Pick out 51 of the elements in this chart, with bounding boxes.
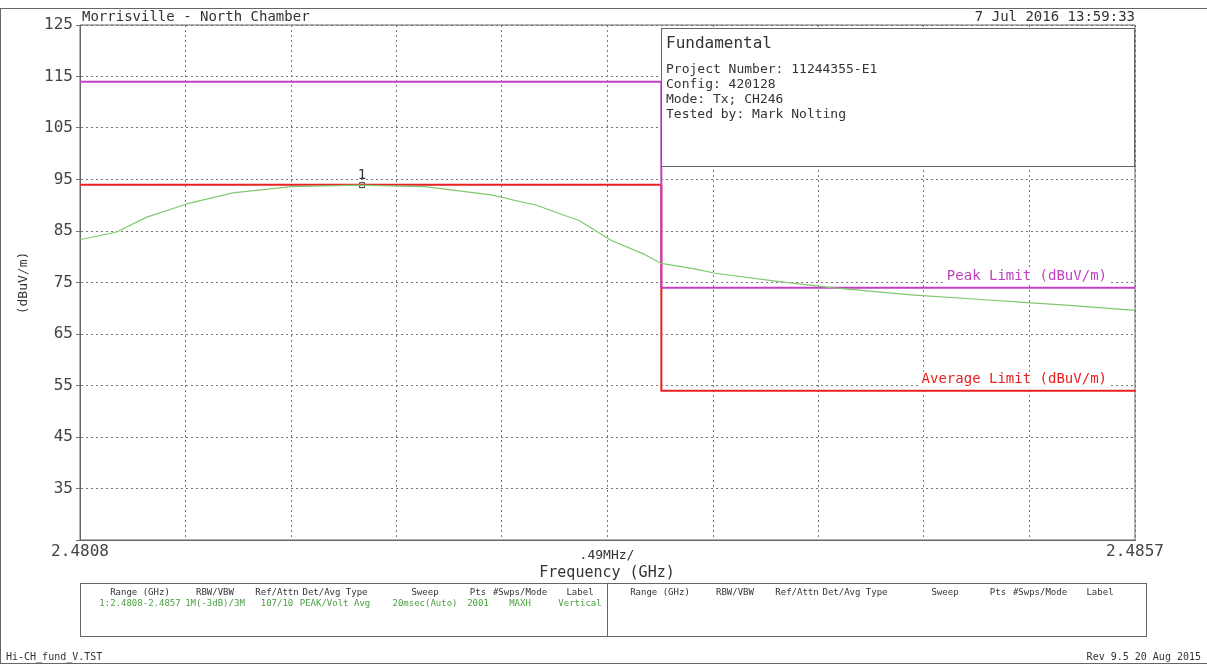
text: Vertical xyxy=(558,598,602,608)
annotation: 1 xyxy=(357,165,367,182)
text: PEAK/Volt Avg xyxy=(299,598,371,608)
annotation: Fundamental xyxy=(666,33,772,52)
text: Sweep xyxy=(411,587,439,597)
y-tick-label: 105 xyxy=(44,117,73,137)
y-tick-label: 45 xyxy=(53,426,73,446)
text: Label xyxy=(566,587,594,597)
text: 1M(-3dB)/3M xyxy=(185,598,245,608)
text: Det/Avg Type xyxy=(302,587,368,597)
series-label: Average Limit (dBuV/m) xyxy=(921,370,1107,387)
text: Pts xyxy=(989,587,1007,597)
text: RBW/VBW xyxy=(196,587,234,597)
text: RBW/VBW xyxy=(716,587,754,597)
x-tick-label: 2.4808 xyxy=(51,540,109,560)
y-tick-label: 55 xyxy=(53,374,73,394)
text: 107/10 xyxy=(260,598,294,608)
text: 1:2.4808-2.4857 xyxy=(99,598,181,608)
text: Rev 9.5 20 Aug 2015 xyxy=(1086,651,1201,662)
annotation: Config: 420128 xyxy=(666,76,776,91)
chart-title: Morrisville - North Chamber xyxy=(82,8,310,24)
text: #Swps/Mode xyxy=(492,587,548,597)
text: Label xyxy=(1086,587,1114,597)
y-tick-label: 125 xyxy=(44,14,73,34)
text: MAXH xyxy=(509,598,531,608)
annotation: Mode: Tx; CH246 xyxy=(666,91,784,106)
text: #Swps/Mode xyxy=(1012,587,1068,597)
text: Range (GHz) xyxy=(630,587,690,597)
y-tick-label: 75 xyxy=(53,271,73,291)
text: Range (GHz) xyxy=(110,587,170,597)
text: 2001 xyxy=(467,598,489,608)
text: .49MHz/ xyxy=(579,547,635,562)
y-tick-label: 95 xyxy=(53,168,73,188)
y-tick-label: 35 xyxy=(53,477,73,497)
y-tick-label: 115 xyxy=(44,65,73,85)
chart-subtitle: 7 Jul 2016 13:59:33 xyxy=(974,8,1135,24)
text: Hi-CH_fund_V.TST xyxy=(6,651,103,662)
text: Det/Avg Type xyxy=(822,587,888,597)
annotation: Tested by: Mark Nolting xyxy=(666,106,847,121)
y-axis-title: (dBuV/m) xyxy=(14,251,30,315)
y-tick-label: 85 xyxy=(53,220,73,240)
x-axis-title: Frequency (GHz) xyxy=(539,563,675,581)
text: Ref/Attn xyxy=(255,587,299,597)
annotation: Project Number: 11244355-E1 xyxy=(666,61,878,76)
y-tick-label: 65 xyxy=(53,323,73,343)
text: Ref/Attn xyxy=(775,587,819,597)
x-tick-label: 2.4857 xyxy=(1106,540,1164,560)
text: Sweep xyxy=(931,587,959,597)
text: Pts xyxy=(469,587,487,597)
text: 20msec(Auto) xyxy=(392,598,458,608)
series-label: Peak Limit (dBuV/m) xyxy=(946,267,1107,284)
